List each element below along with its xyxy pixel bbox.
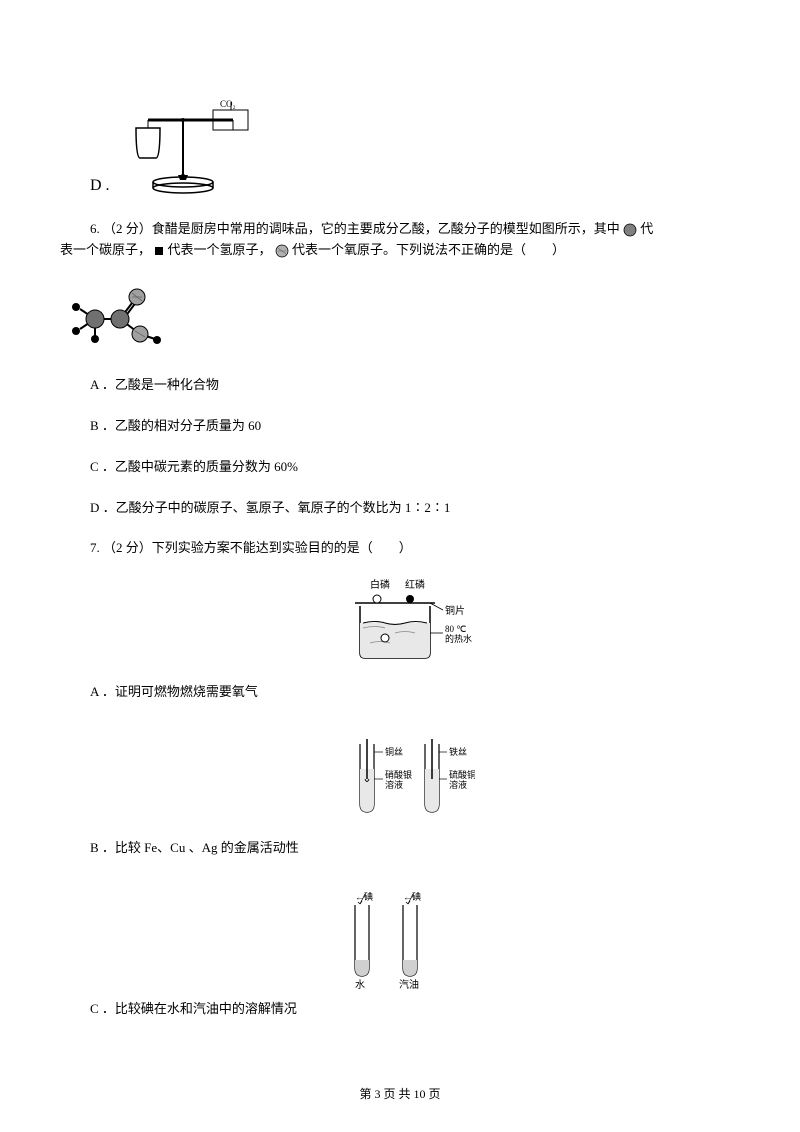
q6-opt-d-text: D ．乙酸分子中的碳原子、氢原子、氧原子的个数比为 1∶2∶1 (90, 500, 450, 515)
svg-text:CO₂: CO₂ (220, 100, 236, 109)
label-white-p: 白磷 (370, 578, 390, 591)
q6-opt-c-text: C ．乙酸中碳元素的质量分数为 60% (90, 459, 298, 474)
q7-opt-c-text: C ．比较碘在水和汽油中的溶解情况 (90, 998, 297, 1021)
q6-intro3: 表一个碳原子， (60, 242, 151, 257)
svg-text:硫酸铜: 硫酸铜 (449, 769, 475, 780)
beaker-phosphorus-icon: 白磷 红磷 铜片 80 ℃ 的热水 (325, 578, 475, 673)
q7-option-c: C ．比较碘在水和汽油中的溶解情况 (60, 998, 740, 1021)
footer-text: 第 3 页 共 10 页 (359, 1087, 440, 1101)
hydrogen-atom-icon (154, 246, 164, 256)
svg-text:的热水: 的热水 (445, 633, 472, 644)
option-d-label: D . (90, 177, 110, 195)
svg-text:铁丝: 铁丝 (449, 746, 467, 757)
svg-text:水: 水 (355, 979, 365, 990)
q6-intro4: 代表一个氢原子， (168, 242, 272, 257)
molecule-icon (60, 279, 170, 354)
q6-number: 6. （2 分） (90, 221, 152, 236)
q7-opt-a-text: A ．证明可燃物燃烧需要氧气 (90, 681, 258, 704)
balance-scale-icon: CO₂ (118, 100, 258, 195)
svg-text:硝酸银: 硝酸银 (385, 769, 412, 780)
q6-intro1: 食醋是厨房中常用的调味品，它的主要成分乙酸，乙酸分子的模型如图所示，其中 (152, 221, 620, 236)
q7-intro: 下列实验方案不能达到实验目的的是（ ） (152, 540, 412, 555)
page-content: D . CO₂ 6. （2 分）食醋是厨房中常用的调味品，它的主要成分乙酸，乙酸… (0, 0, 800, 1091)
q7-number: 7. （2 分） (90, 540, 152, 555)
q6-opt-a-text: A ．乙酸是一种化合物 (90, 377, 219, 392)
test-tubes-metal-icon: 铜丝 硝酸银 溶液 铁丝 硫酸铜 溶液 (325, 734, 475, 829)
q6-option-b: B ．乙酸的相对分子质量为 60 (60, 415, 740, 434)
svg-text:汽油: 汽油 (399, 978, 419, 990)
svg-text:溶液: 溶液 (385, 779, 403, 790)
q6-option-d: D ．乙酸分子中的碳原子、氢原子、氧原子的个数比为 1∶2∶1 (60, 497, 740, 516)
acetic-acid-molecule (30, 279, 740, 354)
q6-intro2: 代 (640, 221, 653, 236)
prev-option-d: D . CO₂ (60, 100, 740, 195)
label-copper: 铜片 (445, 604, 465, 617)
q6-line2: 表一个碳原子， 代表一个氢原子， 代表一个氧原子。下列说法不正确的是（ ） (60, 240, 740, 261)
q6-option-a: A ．乙酸是一种化合物 (60, 374, 740, 393)
oxygen-atom-icon (275, 244, 289, 258)
q6-option-c: C ．乙酸中碳元素的质量分数为 60% (60, 456, 740, 475)
q7-fig-b: 铜丝 硝酸银 溶液 铁丝 硫酸铜 溶液 (60, 734, 740, 829)
label-red-p: 红磷 (405, 578, 425, 591)
q7-option-b: B ．比较 Fe、Cu 、Ag 的金属活动性 (60, 837, 740, 860)
q6-intro5: 代表一个氧原子。下列说法不正确的是（ ） (292, 242, 565, 257)
q7-fig-a: 白磷 红磷 铜片 80 ℃ 的热水 (60, 578, 740, 673)
svg-text:溶液: 溶液 (449, 779, 467, 790)
q7-fig-c: ←碘 水 ←碘 汽油 (60, 890, 740, 990)
q7-opt-b-text: B ．比较 Fe、Cu 、Ag 的金属活动性 (90, 837, 299, 860)
q6-line1: 6. （2 分）食醋是厨房中常用的调味品，它的主要成分乙酸，乙酸分子的模型如图所… (60, 219, 740, 240)
svg-text:80 ℃: 80 ℃ (445, 624, 466, 634)
q7-line: 7. （2 分）下列实验方案不能达到实验目的的是（ ） (60, 538, 740, 559)
carbon-atom-icon (623, 223, 637, 237)
q6-opt-b-text: B ．乙酸的相对分子质量为 60 (90, 418, 261, 433)
q7-option-a: A ．证明可燃物燃烧需要氧气 (60, 681, 740, 704)
page-footer: 第 3 页 共 10 页 (0, 1085, 800, 1102)
svg-text:铜丝: 铜丝 (385, 746, 403, 757)
test-tubes-iodine-icon: ←碘 水 ←碘 汽油 (325, 890, 475, 990)
